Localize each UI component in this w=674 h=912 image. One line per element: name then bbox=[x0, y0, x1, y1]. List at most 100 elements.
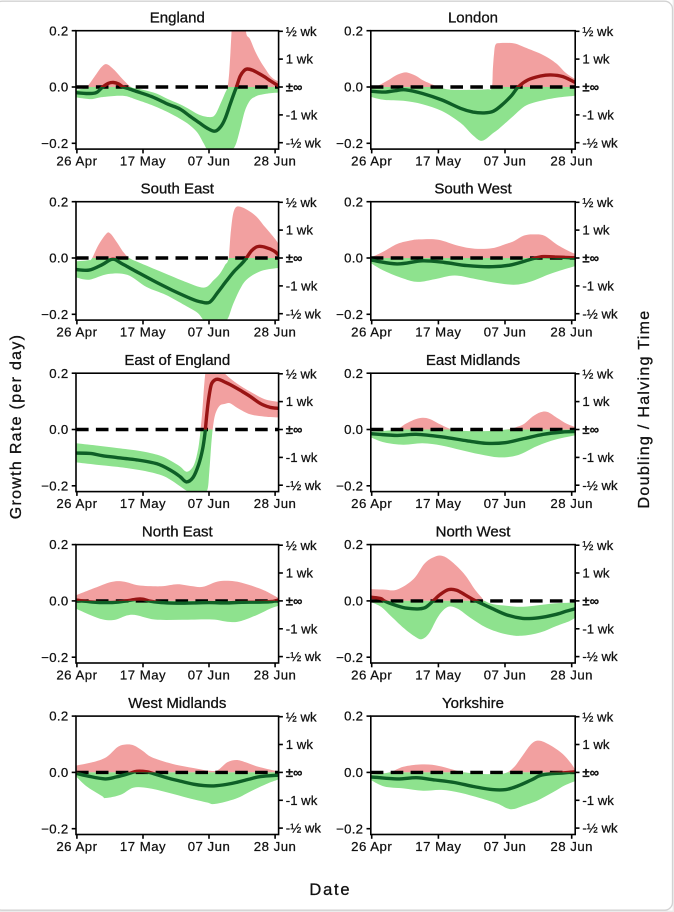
svg-text:½ wk: ½ wk bbox=[582, 195, 613, 210]
svg-text:26 Apr: 26 Apr bbox=[56, 496, 97, 511]
svg-text:28 Jun: 28 Jun bbox=[254, 839, 297, 854]
svg-text:−0.2: −0.2 bbox=[41, 136, 68, 151]
svg-text:½ wk: ½ wk bbox=[286, 709, 317, 724]
svg-text:07 Jun: 07 Jun bbox=[188, 667, 231, 682]
svg-text:26 Apr: 26 Apr bbox=[351, 325, 392, 340]
svg-text:−0.2: −0.2 bbox=[41, 478, 68, 493]
svg-text:±∞: ±∞ bbox=[286, 594, 303, 609]
svg-text:-1 wk: -1 wk bbox=[582, 279, 614, 294]
svg-text:±∞: ±∞ bbox=[286, 422, 303, 437]
svg-text:±∞: ±∞ bbox=[286, 80, 303, 95]
svg-text:-1 wk: -1 wk bbox=[286, 621, 318, 636]
svg-text:-½ wk: -½ wk bbox=[286, 649, 322, 664]
svg-text:−0.2: −0.2 bbox=[41, 650, 68, 665]
svg-text:½ wk: ½ wk bbox=[582, 538, 613, 553]
svg-text:±∞: ±∞ bbox=[582, 765, 599, 780]
svg-text:07 Jun: 07 Jun bbox=[484, 496, 527, 511]
svg-text:West Midlands: West Midlands bbox=[128, 695, 226, 712]
svg-text:0.0: 0.0 bbox=[49, 594, 68, 609]
svg-text:South West: South West bbox=[434, 180, 512, 197]
svg-text:±∞: ±∞ bbox=[286, 251, 303, 266]
svg-text:−0.2: −0.2 bbox=[336, 307, 363, 322]
svg-text:0.0: 0.0 bbox=[344, 765, 363, 780]
svg-text:±∞: ±∞ bbox=[582, 80, 599, 95]
svg-text:26 Apr: 26 Apr bbox=[56, 154, 97, 169]
svg-text:28 Jun: 28 Jun bbox=[550, 667, 593, 682]
svg-text:½ wk: ½ wk bbox=[582, 24, 613, 39]
svg-text:-1 wk: -1 wk bbox=[286, 450, 318, 465]
svg-text:26 Apr: 26 Apr bbox=[351, 667, 392, 682]
svg-text:-1 wk: -1 wk bbox=[582, 793, 614, 808]
svg-text:±∞: ±∞ bbox=[582, 594, 599, 609]
svg-text:28 Jun: 28 Jun bbox=[254, 325, 297, 340]
svg-text:17 May: 17 May bbox=[120, 667, 166, 682]
svg-text:17 May: 17 May bbox=[415, 154, 461, 169]
svg-text:28 Jun: 28 Jun bbox=[550, 325, 593, 340]
svg-text:Date: Date bbox=[309, 881, 351, 899]
svg-text:−0.2: −0.2 bbox=[336, 650, 363, 665]
svg-text:East Midlands: East Midlands bbox=[426, 352, 520, 369]
svg-text:07 Jun: 07 Jun bbox=[188, 496, 231, 511]
svg-text:-1 wk: -1 wk bbox=[582, 108, 614, 123]
svg-text:±∞: ±∞ bbox=[582, 422, 599, 437]
svg-text:−0.2: −0.2 bbox=[41, 307, 68, 322]
svg-text:0.2: 0.2 bbox=[344, 537, 363, 552]
svg-text:Growth Rate (per day): Growth Rate (per day) bbox=[8, 334, 25, 520]
svg-text:0.2: 0.2 bbox=[49, 366, 68, 381]
svg-text:0.0: 0.0 bbox=[344, 80, 363, 95]
svg-text:-1 wk: -1 wk bbox=[286, 279, 318, 294]
svg-text:-½ wk: -½ wk bbox=[286, 135, 322, 150]
svg-text:1 wk: 1 wk bbox=[582, 52, 610, 67]
svg-text:1 wk: 1 wk bbox=[286, 737, 314, 752]
svg-text:1 wk: 1 wk bbox=[582, 223, 610, 238]
svg-text:½ wk: ½ wk bbox=[582, 709, 613, 724]
svg-text:-½ wk: -½ wk bbox=[286, 821, 322, 836]
svg-text:1 wk: 1 wk bbox=[286, 223, 314, 238]
svg-text:0.2: 0.2 bbox=[344, 709, 363, 724]
svg-text:07 Jun: 07 Jun bbox=[484, 154, 527, 169]
svg-text:28 Jun: 28 Jun bbox=[550, 839, 593, 854]
svg-text:England: England bbox=[150, 9, 205, 26]
svg-text:½ wk: ½ wk bbox=[286, 195, 317, 210]
svg-text:-½ wk: -½ wk bbox=[582, 649, 618, 664]
svg-text:17 May: 17 May bbox=[415, 839, 461, 854]
svg-text:1 wk: 1 wk bbox=[286, 566, 314, 581]
svg-text:07 Jun: 07 Jun bbox=[484, 839, 527, 854]
svg-text:0.0: 0.0 bbox=[344, 422, 363, 437]
svg-text:-1 wk: -1 wk bbox=[286, 108, 318, 123]
svg-text:London: London bbox=[448, 9, 498, 26]
svg-text:-½ wk: -½ wk bbox=[582, 135, 618, 150]
svg-text:0.0: 0.0 bbox=[49, 251, 68, 266]
svg-text:½ wk: ½ wk bbox=[286, 24, 317, 39]
svg-text:07 Jun: 07 Jun bbox=[188, 154, 231, 169]
svg-text:17 May: 17 May bbox=[415, 496, 461, 511]
svg-text:17 May: 17 May bbox=[120, 839, 166, 854]
svg-text:South East: South East bbox=[141, 180, 215, 197]
svg-text:0.2: 0.2 bbox=[344, 194, 363, 209]
svg-text:East of England: East of England bbox=[124, 352, 230, 369]
svg-text:07 Jun: 07 Jun bbox=[484, 667, 527, 682]
svg-text:-½ wk: -½ wk bbox=[582, 821, 618, 836]
svg-text:North West: North West bbox=[436, 523, 512, 540]
svg-text:0.0: 0.0 bbox=[344, 594, 363, 609]
svg-text:Yorkshire: Yorkshire bbox=[442, 695, 504, 712]
svg-text:28 Jun: 28 Jun bbox=[254, 154, 297, 169]
svg-text:07 Jun: 07 Jun bbox=[484, 325, 527, 340]
svg-text:17 May: 17 May bbox=[415, 325, 461, 340]
svg-text:−0.2: −0.2 bbox=[336, 821, 363, 836]
svg-text:28 Jun: 28 Jun bbox=[254, 667, 297, 682]
svg-text:26 Apr: 26 Apr bbox=[56, 325, 97, 340]
svg-text:-½ wk: -½ wk bbox=[582, 478, 618, 493]
svg-text:-½ wk: -½ wk bbox=[582, 306, 618, 321]
svg-text:−0.2: −0.2 bbox=[336, 136, 363, 151]
svg-text:17 May: 17 May bbox=[120, 154, 166, 169]
svg-text:1 wk: 1 wk bbox=[582, 737, 610, 752]
svg-text:0.2: 0.2 bbox=[49, 709, 68, 724]
svg-text:1 wk: 1 wk bbox=[582, 566, 610, 581]
svg-text:28 Jun: 28 Jun bbox=[550, 496, 593, 511]
svg-text:26 Apr: 26 Apr bbox=[351, 839, 392, 854]
svg-text:28 Jun: 28 Jun bbox=[254, 496, 297, 511]
svg-text:26 Apr: 26 Apr bbox=[56, 667, 97, 682]
svg-text:-1 wk: -1 wk bbox=[582, 621, 614, 636]
svg-text:½ wk: ½ wk bbox=[582, 366, 613, 381]
